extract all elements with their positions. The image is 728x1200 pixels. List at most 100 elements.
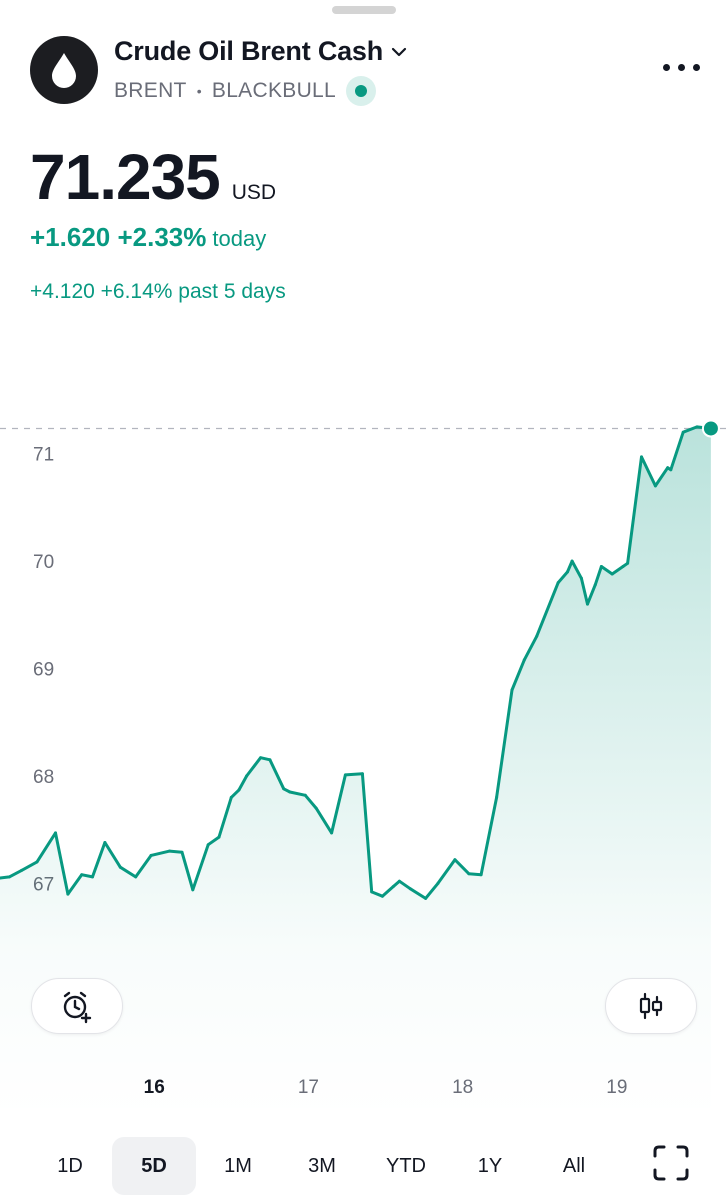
data-point <box>134 875 138 879</box>
data-point <box>535 634 539 638</box>
data-point <box>586 602 589 606</box>
range-tab-1y[interactable]: 1Y <box>477 1154 503 1177</box>
range-tab-1m[interactable]: 1M <box>224 1154 252 1177</box>
last-price: 71.235 <box>30 141 221 213</box>
data-point <box>20 868 24 872</box>
data-point <box>479 873 483 877</box>
data-point <box>91 875 94 879</box>
data-point <box>666 466 670 470</box>
oil-drop-icon <box>30 36 98 104</box>
data-point <box>391 885 395 889</box>
data-point <box>599 565 603 568</box>
chart-type-button[interactable] <box>605 978 697 1034</box>
change-today-value: +1.620 +2.33% <box>30 222 207 252</box>
data-point <box>360 772 364 776</box>
data-point <box>408 887 412 891</box>
range-tab-all[interactable]: All <box>562 1154 586 1177</box>
data-point <box>103 841 107 844</box>
data-point <box>180 850 184 854</box>
data-point <box>681 430 685 434</box>
data-point <box>191 888 195 892</box>
data-point <box>510 688 514 692</box>
data-point <box>0 876 2 880</box>
price-chart[interactable]: 6768697071 16171819 <box>0 400 728 1120</box>
ticker-label: BRENT <box>114 79 187 102</box>
range-selector: 1D 5D 1M 3M YTD 1Y All <box>28 1136 628 1196</box>
data-point <box>7 875 11 879</box>
y-tick-label: 71 <box>33 445 54 466</box>
data-point <box>206 843 210 847</box>
data-point <box>522 658 526 662</box>
symbol-meta: BRENT • BLACKBULL <box>114 76 376 106</box>
data-point <box>343 773 347 777</box>
exchange-label: BLACKBULL <box>211 79 336 102</box>
data-point <box>245 774 249 778</box>
range-tab-5d[interactable]: 5D <box>112 1137 196 1195</box>
data-point <box>640 455 643 459</box>
data-point <box>380 894 384 898</box>
data-point <box>626 561 630 565</box>
data-point <box>495 795 499 799</box>
data-point <box>268 758 272 762</box>
data-point <box>314 806 318 810</box>
currency-label: USD <box>231 181 277 204</box>
add-alert-button[interactable] <box>31 978 123 1034</box>
y-tick-label: 68 <box>33 767 54 788</box>
chevron-down-icon <box>391 47 407 56</box>
data-point <box>35 860 39 864</box>
data-point <box>149 853 153 857</box>
data-point <box>229 795 233 799</box>
chart-canvas[interactable]: 6768697071 16171819 <box>0 400 728 1120</box>
data-point <box>453 858 457 862</box>
data-point <box>237 788 241 792</box>
data-point <box>566 570 569 574</box>
data-point <box>303 793 307 797</box>
data-point <box>288 790 292 794</box>
meta-separator: • <box>196 83 202 99</box>
data-point <box>397 879 401 883</box>
data-point <box>579 576 583 580</box>
y-tick-label: 70 <box>33 552 54 573</box>
data-point <box>695 425 699 429</box>
data-point <box>217 835 221 839</box>
data-point <box>621 565 625 568</box>
series-line <box>0 425 713 900</box>
range-tab-3m[interactable]: 3M <box>308 1154 336 1177</box>
add-alarm-icon <box>63 991 92 1024</box>
data-point <box>467 872 471 876</box>
data-point <box>436 881 440 885</box>
y-tick-label: 69 <box>33 660 54 681</box>
y-axis: 6768697071 <box>33 445 54 896</box>
data-point <box>66 892 70 896</box>
more-icon[interactable] <box>663 64 700 71</box>
price-block: 71.235 USD <box>30 140 276 214</box>
data-point <box>282 787 286 791</box>
data-point <box>330 831 334 835</box>
data-point <box>118 865 122 869</box>
range-tab-ytd[interactable]: YTD <box>386 1154 426 1177</box>
data-point <box>556 581 560 585</box>
last-price-marker <box>701 419 720 438</box>
symbol-name: Crude Oil Brent Cash <box>114 36 384 66</box>
market-open-indicator <box>346 76 376 106</box>
data-point <box>593 583 597 587</box>
symbol-header: Crude Oil Brent Cash BRENT • BLACKBULL <box>30 36 708 106</box>
symbol-title-dropdown[interactable]: Crude Oil Brent Cash <box>114 36 409 67</box>
change-5-days: +4.120 +6.14% past 5 days <box>30 280 286 303</box>
range-tab-1d[interactable]: 1D <box>57 1154 83 1177</box>
data-point <box>80 873 84 877</box>
data-point <box>610 572 614 576</box>
change-today-label: today <box>212 226 267 251</box>
series-area <box>0 426 711 1120</box>
data-point <box>570 559 574 563</box>
data-point <box>653 484 657 488</box>
data-point <box>370 890 374 894</box>
drag-handle[interactable] <box>332 6 396 14</box>
data-point <box>669 468 673 472</box>
candlestick-icon <box>639 992 663 1020</box>
series-points <box>0 425 713 900</box>
fullscreen-icon[interactable] <box>652 1144 690 1182</box>
data-point <box>424 896 428 900</box>
data-point <box>259 756 263 760</box>
data-point <box>54 831 57 835</box>
